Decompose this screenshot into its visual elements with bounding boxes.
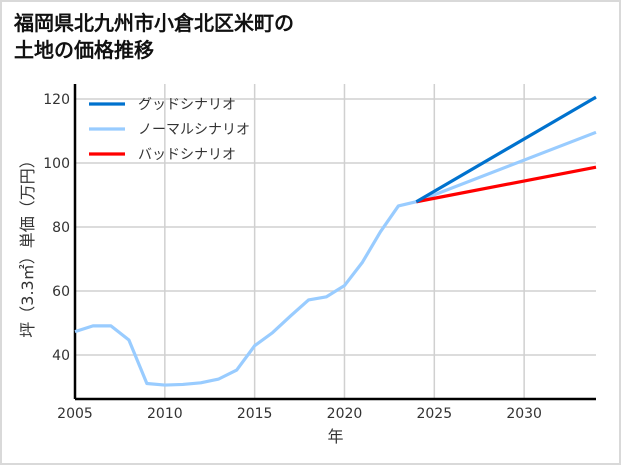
series-line [415, 95, 597, 204]
series-line [74, 130, 597, 387]
legend-label: グッドシナリオ [138, 97, 236, 113]
y-tick-label: 40 [52, 348, 70, 364]
x-axis-label: 年 [327, 427, 343, 446]
series-line [416, 165, 597, 204]
y-tick-label: 120 [43, 92, 70, 108]
y-tick-label: 60 [52, 284, 70, 300]
legend-label: ノーマルシナリオ [138, 122, 250, 138]
x-tick-label: 2020 [327, 406, 363, 422]
x-tick-label: 2010 [147, 406, 183, 422]
y-tick-label: 80 [52, 220, 70, 236]
x-tick-label: 2015 [237, 406, 273, 422]
x-tick-label: 2030 [506, 406, 542, 422]
x-tick-label: 2005 [57, 406, 93, 422]
x-tick-label: 2025 [416, 406, 452, 422]
chart-title: 福岡県北九州市小倉北区米町の 土地の価格推移 [14, 11, 294, 62]
legend-label: バッドシナリオ [138, 147, 236, 163]
y-tick-label: 100 [43, 156, 70, 172]
y-axis-label: 坪（3.3㎡）単価（万円） [18, 152, 37, 337]
